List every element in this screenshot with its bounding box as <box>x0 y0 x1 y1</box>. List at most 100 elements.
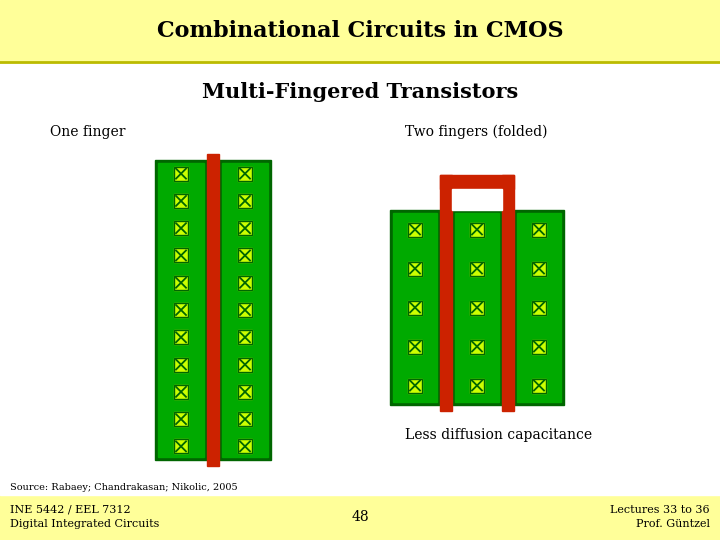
Bar <box>174 440 188 454</box>
Bar <box>174 440 188 454</box>
Bar <box>174 221 188 235</box>
Bar <box>532 379 546 393</box>
Bar <box>470 340 484 354</box>
Bar <box>238 440 252 454</box>
Bar <box>174 357 188 372</box>
Bar <box>408 300 422 314</box>
Bar <box>502 175 514 411</box>
Bar <box>238 385 252 399</box>
Bar <box>532 300 546 314</box>
Bar <box>238 330 252 345</box>
Bar <box>532 261 546 275</box>
Bar <box>517 213 561 402</box>
Bar <box>440 175 514 189</box>
Bar <box>238 194 252 208</box>
Bar <box>470 379 484 393</box>
Bar <box>238 303 252 317</box>
Text: Combinational Circuits in CMOS: Combinational Circuits in CMOS <box>157 20 563 42</box>
Text: 48: 48 <box>351 510 369 524</box>
Bar <box>238 167 252 181</box>
Bar <box>532 222 546 237</box>
Bar <box>532 222 546 237</box>
Bar <box>238 221 252 235</box>
Bar <box>393 213 437 402</box>
Bar <box>238 167 252 181</box>
Text: Lectures 33 to 36
Prof. Güntzel: Lectures 33 to 36 Prof. Güntzel <box>611 505 710 529</box>
Text: Multi-Fingered Transistors: Multi-Fingered Transistors <box>202 82 518 102</box>
Bar <box>408 300 422 314</box>
Bar <box>174 330 188 345</box>
Bar <box>174 248 188 262</box>
Bar <box>238 194 252 208</box>
Bar <box>390 210 440 405</box>
Bar <box>440 175 452 411</box>
Bar <box>174 248 188 262</box>
Bar <box>452 210 502 405</box>
Bar <box>408 222 422 237</box>
Bar <box>238 440 252 454</box>
Text: One finger: One finger <box>50 125 125 139</box>
Bar <box>455 213 499 402</box>
Bar <box>158 163 204 457</box>
Bar <box>0 495 720 540</box>
Bar <box>470 261 484 275</box>
Bar <box>408 340 422 354</box>
Text: INE 5442 / EEL 7312
Digital Integrated Circuits: INE 5442 / EEL 7312 Digital Integrated C… <box>10 505 159 529</box>
Bar <box>470 222 484 237</box>
Text: Source: Rabaey; Chandrakasan; Nikolic, 2005: Source: Rabaey; Chandrakasan; Nikolic, 2… <box>10 483 238 491</box>
Bar <box>532 261 546 275</box>
Bar <box>238 330 252 345</box>
Bar <box>532 379 546 393</box>
Bar <box>238 276 252 290</box>
Bar <box>238 303 252 317</box>
Bar <box>532 340 546 354</box>
Bar <box>408 340 422 354</box>
Bar <box>408 379 422 393</box>
Bar <box>174 357 188 372</box>
Bar <box>532 340 546 354</box>
Bar <box>238 248 252 262</box>
Bar <box>238 412 252 426</box>
Bar <box>514 210 564 405</box>
Bar <box>470 300 484 314</box>
Bar <box>155 160 207 460</box>
Bar <box>174 385 188 399</box>
Bar <box>174 167 188 181</box>
Bar <box>174 221 188 235</box>
Bar <box>238 357 252 372</box>
Bar <box>174 276 188 290</box>
Bar <box>0 0 720 62</box>
Text: Two fingers (folded): Two fingers (folded) <box>405 125 547 139</box>
Bar <box>408 261 422 275</box>
Bar <box>470 222 484 237</box>
Bar <box>174 412 188 426</box>
Bar <box>470 261 484 275</box>
Bar <box>238 221 252 235</box>
Bar <box>238 248 252 262</box>
Bar <box>174 194 188 208</box>
Bar <box>408 379 422 393</box>
Bar <box>174 303 188 317</box>
Bar <box>470 340 484 354</box>
Bar <box>470 379 484 393</box>
Bar <box>470 300 484 314</box>
Bar <box>174 303 188 317</box>
Bar <box>452 189 502 210</box>
Bar <box>532 300 546 314</box>
Bar <box>222 163 268 457</box>
Bar <box>408 261 422 275</box>
Bar <box>219 160 271 460</box>
Bar <box>174 385 188 399</box>
Bar <box>238 357 252 372</box>
Text: Less diffusion capacitance: Less diffusion capacitance <box>405 428 592 442</box>
Bar <box>174 194 188 208</box>
Bar <box>238 385 252 399</box>
Bar <box>207 154 219 466</box>
Bar <box>238 412 252 426</box>
Bar <box>174 276 188 290</box>
Bar <box>174 167 188 181</box>
Bar <box>238 276 252 290</box>
Bar <box>174 412 188 426</box>
Bar <box>0 62 720 495</box>
Bar <box>174 330 188 345</box>
